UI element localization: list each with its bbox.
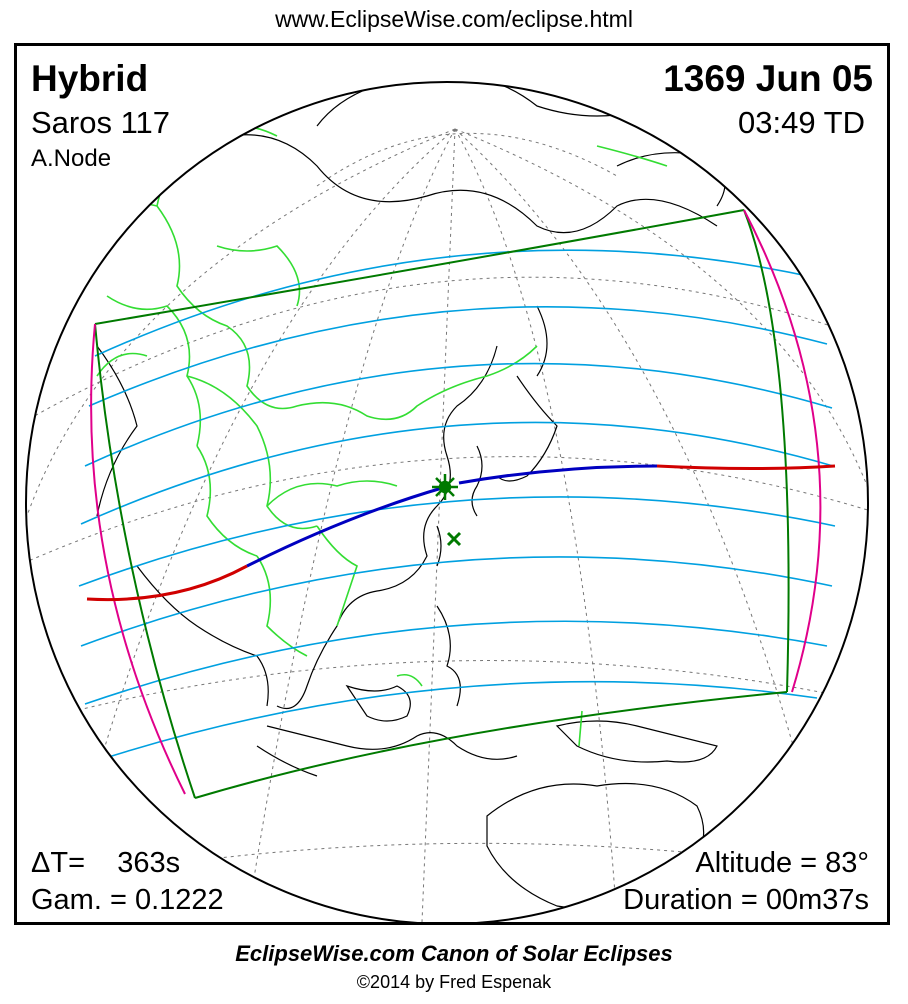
lunar-node: A.Node <box>31 145 112 172</box>
eclipse-time: 03:49 TD <box>738 105 865 140</box>
eclipse-limits <box>94 209 790 799</box>
eclipse-map-frame: Hybrid Saros 117 A.Node 1369 Jun 05 03:4… <box>14 43 890 925</box>
canon-title: EclipseWise.com Canon of Solar Eclipses <box>235 941 673 966</box>
saros-series: Saros 117 <box>31 105 171 140</box>
sun-altitude: Altitude = 83° <box>695 847 869 879</box>
graticule <box>26 128 868 922</box>
subsolar-point-marker <box>446 531 462 547</box>
country-borders <box>76 125 668 747</box>
eclipse-date: 1369 Jun 05 <box>663 58 873 99</box>
central-duration: Duration = 00m37s <box>623 884 869 916</box>
gamma: Gam. = 0.1222 <box>31 884 224 916</box>
delta-t: ΔT= 363s <box>31 847 181 879</box>
coastlines <box>76 82 726 910</box>
globe-outline <box>25 81 869 922</box>
central-path <box>86 464 836 602</box>
greatest-eclipse-marker <box>432 474 458 500</box>
eclipse-type: Hybrid <box>31 58 149 99</box>
magnitude-curves <box>78 249 836 761</box>
eclipse-globe-map <box>25 81 869 922</box>
rise-set-curves <box>90 209 822 795</box>
source-url[interactable]: www.EclipseWise.com/eclipse.html <box>275 6 633 32</box>
copyright: ©2014 by Fred Espenak <box>356 972 552 992</box>
